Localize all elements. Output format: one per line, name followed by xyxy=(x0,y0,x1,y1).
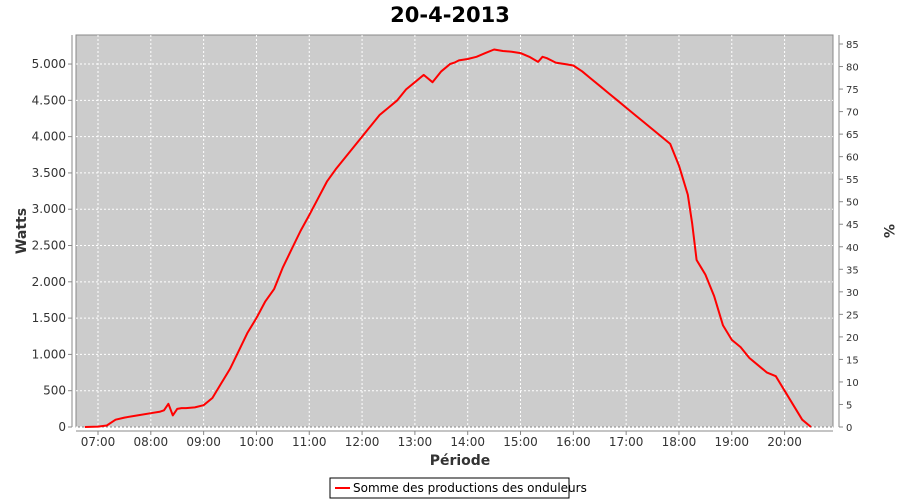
y2-tick-label: 25 xyxy=(846,310,859,321)
y2-tick-label: 55 xyxy=(846,175,859,186)
x-tick-label: 10:00 xyxy=(239,435,274,449)
y-tick-label: 1.000 xyxy=(32,347,66,361)
y-tick-label: 3.000 xyxy=(32,202,66,216)
y2-tick-label: 0 xyxy=(846,423,852,434)
y2-tick-label: 15 xyxy=(846,355,859,366)
y2-tick-label: 65 xyxy=(846,130,859,141)
legend-box xyxy=(329,477,570,499)
x-tick-label: 12:00 xyxy=(345,435,380,449)
x-tick-label: 13:00 xyxy=(398,435,433,449)
x-tick-label: 17:00 xyxy=(609,435,644,449)
x-tick-label: 08:00 xyxy=(134,435,169,449)
y2-tick-label: 60 xyxy=(846,153,859,164)
series-layer xyxy=(84,48,812,428)
x-tick-label: 16:00 xyxy=(556,435,591,449)
x-tick-label: 15:00 xyxy=(503,435,538,449)
y2-tick-label: 10 xyxy=(846,378,859,389)
y2-axis-label: % xyxy=(880,224,896,238)
y2-tick-label: 30 xyxy=(846,288,859,299)
y2-tick-label: 20 xyxy=(846,333,859,344)
legend-label: Somme des productions des onduleurs xyxy=(353,481,587,495)
x-tick-label: 18:00 xyxy=(662,435,697,449)
y-tick-label: 4.000 xyxy=(32,130,66,144)
x-axis: 07:00 08:00 09:00 10:00 11:00 12:00 13:00 14:00… xyxy=(76,430,833,449)
y2-tick-label: 75 xyxy=(846,85,859,96)
legend: Somme des productions des onduleurs xyxy=(329,477,587,499)
y-tick-label: 3.500 xyxy=(32,166,66,180)
series-line xyxy=(84,48,812,428)
y2-tick-label: 70 xyxy=(846,108,859,119)
x-tick-label: 14:00 xyxy=(450,435,485,449)
y-axis-label: Watts xyxy=(14,208,30,254)
x-tick-label: 11:00 xyxy=(292,435,327,449)
y-tick-label: 1.500 xyxy=(32,311,66,325)
y-axis-left: 0 500 1.000 1.500 2.000 2.500 3.000 3.500 4.000 4… xyxy=(32,35,73,434)
y-tick-label: 2.500 xyxy=(32,239,66,253)
y-tick-label: 5.000 xyxy=(32,57,66,71)
y2-tick-label: 5 xyxy=(846,400,852,411)
y-axis-right: 0 5 10 15 20 25 30 35 40 45 50 55 60 65 70 75 80 85 xyxy=(838,35,859,434)
y2-tick-label: 50 xyxy=(846,198,859,209)
y2-tick-label: 45 xyxy=(846,220,859,231)
plot-area xyxy=(75,34,834,428)
y-tick-label: 500 xyxy=(43,384,66,398)
y-tick-label: 2.000 xyxy=(32,275,66,289)
x-tick-label: 09:00 xyxy=(186,435,221,449)
x-tick-label: 19:00 xyxy=(714,435,749,449)
y2-tick-label: 35 xyxy=(846,265,859,276)
chart-title: 20-4-2013 xyxy=(390,3,510,27)
y2-tick-label: 40 xyxy=(846,243,859,254)
y-tick-label: 0 xyxy=(58,420,66,434)
y-tick-label: 4.500 xyxy=(32,93,66,107)
x-tick-label: 07:00 xyxy=(81,435,116,449)
grid-lines xyxy=(76,35,833,428)
y2-tick-label: 80 xyxy=(846,63,859,74)
x-tick-label: 20:00 xyxy=(767,435,802,449)
y2-tick-label: 85 xyxy=(846,40,859,51)
x-axis-label: Période xyxy=(430,453,491,469)
